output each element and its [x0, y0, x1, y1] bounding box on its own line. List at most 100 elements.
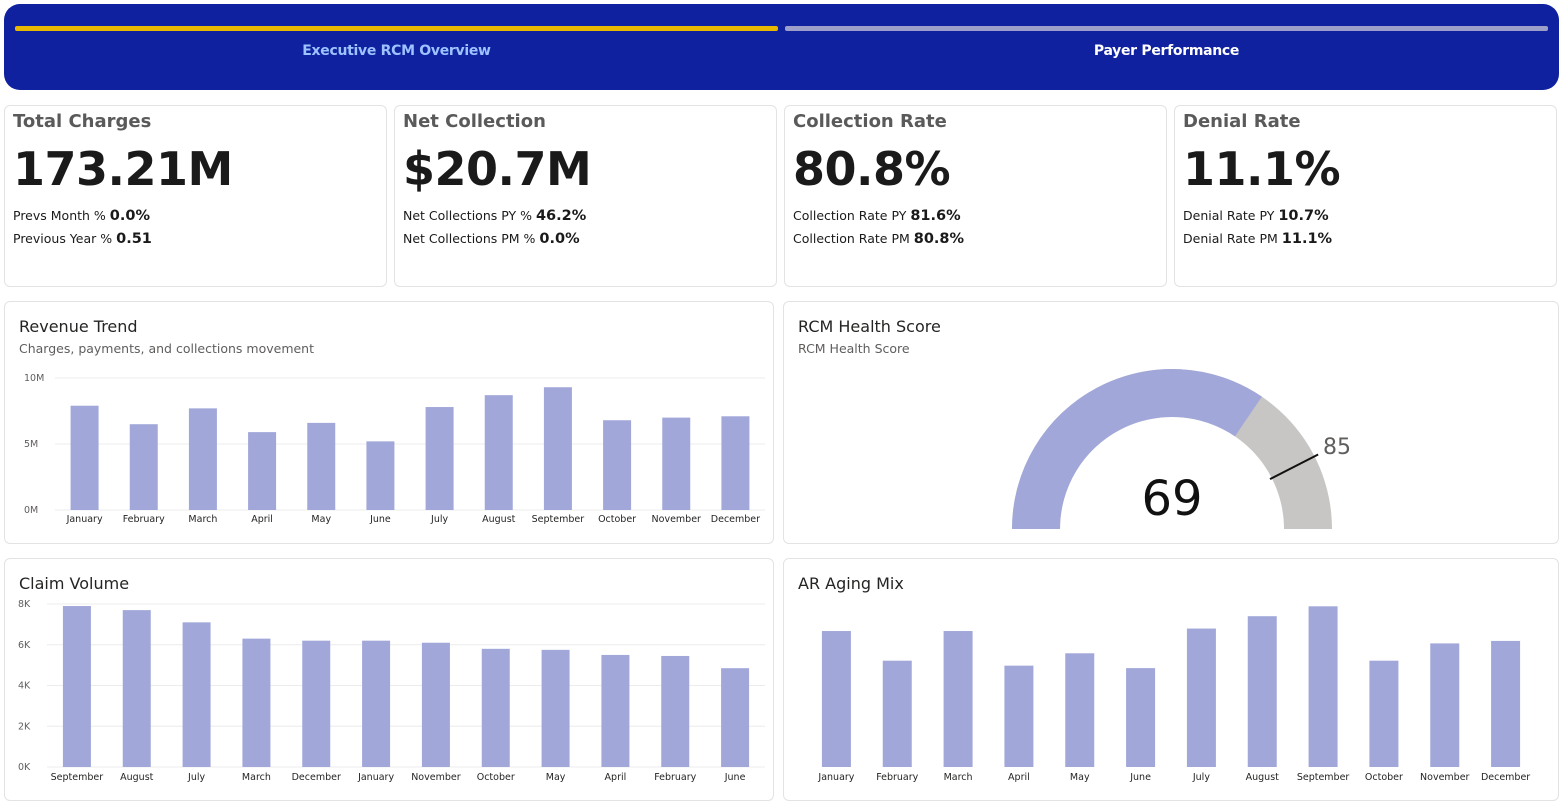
revenue-trend-chart: 0M 5M 10M January February March April May June J… — [24, 373, 765, 525]
x-tick-label: April — [1008, 772, 1030, 783]
kpi-card-collection-rate: Collection Rate 80.8% Collection Rate PY… — [784, 105, 1167, 287]
bar-july — [425, 407, 454, 510]
bar-may — [541, 649, 570, 767]
bar-march — [943, 631, 973, 767]
bar-september — [62, 606, 91, 767]
bar-june — [721, 668, 750, 767]
kpi-sub-value: 10.7% — [1278, 208, 1329, 224]
x-tick-label: March — [242, 772, 271, 783]
x-tick-label: September — [51, 772, 104, 783]
kpi-sub-metric: Previous Year % 0.51 — [13, 231, 152, 247]
rcm-health-gauge: 85 69 — [1012, 369, 1351, 529]
x-tick-label: April — [605, 772, 627, 783]
y-tick-label: 2K — [18, 721, 31, 732]
y-tick-label: 5M — [24, 439, 38, 450]
kpi-card-net-collection: Net Collection $20.7M Net Collections PY… — [394, 105, 777, 287]
bar-april — [601, 654, 630, 767]
y-tick-label: 8K — [18, 599, 31, 610]
bar-december — [302, 640, 331, 767]
bar-july — [182, 622, 211, 767]
kpi-title: Total Charges — [13, 111, 152, 132]
bar-october — [603, 420, 632, 510]
x-tick-label: September — [1297, 772, 1350, 783]
bar-november — [1430, 643, 1460, 767]
x-tick-label: December — [292, 772, 341, 783]
kpi-card-denial-rate: Denial Rate 11.1% Denial Rate PY 10.7% D… — [1174, 105, 1557, 287]
y-tick-label: 6K — [18, 640, 31, 651]
x-tick-label: June — [724, 772, 746, 783]
kpi-sub-metric: Prevs Month % 0.0% — [13, 208, 150, 224]
x-tick-label: November — [1420, 772, 1470, 783]
gauge-target-label: 85 — [1323, 435, 1351, 460]
ar-aging-panel: AR Aging Mix January February March April Ma… — [783, 558, 1559, 801]
kpi-sub-metric: Denial Rate PM 11.1% — [1183, 231, 1332, 247]
kpi-sub-value: 0.0% — [539, 231, 580, 247]
x-tick-label: June — [1129, 772, 1151, 783]
x-tick-label: August — [1246, 772, 1280, 783]
panel-title: AR Aging Mix — [798, 574, 904, 593]
kpi-sub-value: 46.2% — [535, 208, 587, 224]
kpi-sub-metric: Collection Rate PM 80.8% — [793, 231, 964, 247]
bar-march — [188, 408, 217, 510]
y-tick-label: 4K — [18, 681, 31, 692]
tab-label: Payer Performance — [1093, 43, 1240, 59]
x-tick-label: July — [187, 772, 205, 783]
x-tick-label: May — [1070, 772, 1090, 783]
kpi-value: 173.21M — [13, 142, 233, 196]
gauge-target-marker — [1269, 453, 1319, 480]
x-tick-label: October — [477, 772, 515, 783]
bar-august — [484, 395, 513, 510]
panel-subtitle: RCM Health Score — [798, 341, 910, 356]
revenue-trend-panel: Revenue Trend Charges, payments, and col… — [4, 301, 774, 544]
kpi-sub-label: Prevs Month % — [13, 208, 106, 223]
x-tick-label: July — [1192, 772, 1210, 783]
bar-august — [1247, 616, 1277, 767]
kpi-sub-label: Collection Rate PY — [793, 208, 907, 223]
bar-may — [307, 422, 336, 510]
kpi-title: Collection Rate — [793, 111, 947, 132]
kpi-sub-value: 0.51 — [116, 231, 152, 247]
rcm-health-panel: RCM Health Score RCM Health Score 85 69 — [783, 301, 1559, 544]
kpi-sub-metric: Denial Rate PY 10.7% — [1183, 208, 1329, 224]
kpi-sub-value: 0.0% — [109, 208, 150, 224]
tab-executive-rcm-overview[interactable]: Executive RCM Overview — [15, 4, 778, 90]
bar-february — [882, 660, 912, 767]
x-tick-label: January — [66, 514, 103, 525]
claim-volume-panel: Claim Volume 0K 2K 4K 6K 8K September August Ju… — [4, 558, 774, 801]
kpi-value: 11.1% — [1183, 142, 1341, 196]
bar-january — [362, 640, 391, 767]
x-tick-label: October — [598, 514, 636, 525]
kpi-value: $20.7M — [403, 142, 592, 196]
tab-payer-performance[interactable]: Payer Performance — [785, 4, 1548, 90]
x-tick-label: July — [430, 514, 448, 525]
x-tick-label: April — [251, 514, 273, 525]
bar-september — [543, 387, 572, 510]
x-tick-label: November — [652, 514, 702, 525]
kpi-sub-label: Collection Rate PM — [793, 231, 910, 246]
bar-march — [242, 638, 271, 767]
y-tick-label: 0K — [18, 762, 31, 773]
tab-label: Executive RCM Overview — [302, 43, 491, 59]
y-tick-label: 0M — [24, 505, 38, 516]
x-tick-label: August — [120, 772, 154, 783]
bar-december — [721, 416, 750, 510]
gauge-value-label: 69 — [1141, 471, 1202, 527]
bar-august — [122, 610, 151, 767]
panel-title: Revenue Trend — [19, 317, 138, 336]
x-tick-label: March — [944, 772, 973, 783]
kpi-title: Denial Rate — [1183, 111, 1301, 132]
kpi-sub-metric: Net Collections PY % 46.2% — [403, 208, 586, 224]
x-tick-label: January — [357, 772, 394, 783]
ar-aging-chart: January February March April May June July Augu… — [817, 606, 1530, 783]
panel-title: Claim Volume — [19, 574, 130, 593]
bar-october — [481, 648, 510, 767]
kpi-title: Net Collection — [403, 111, 546, 132]
bar-november — [421, 642, 450, 767]
x-tick-label: November — [411, 772, 461, 783]
bar-june — [1126, 668, 1156, 767]
bar-january — [821, 631, 851, 767]
kpi-value: 80.8% — [793, 142, 951, 196]
kpi-sub-label: Denial Rate PM — [1183, 231, 1278, 246]
tab-active-indicator — [15, 26, 778, 31]
bar-september — [1308, 606, 1338, 767]
